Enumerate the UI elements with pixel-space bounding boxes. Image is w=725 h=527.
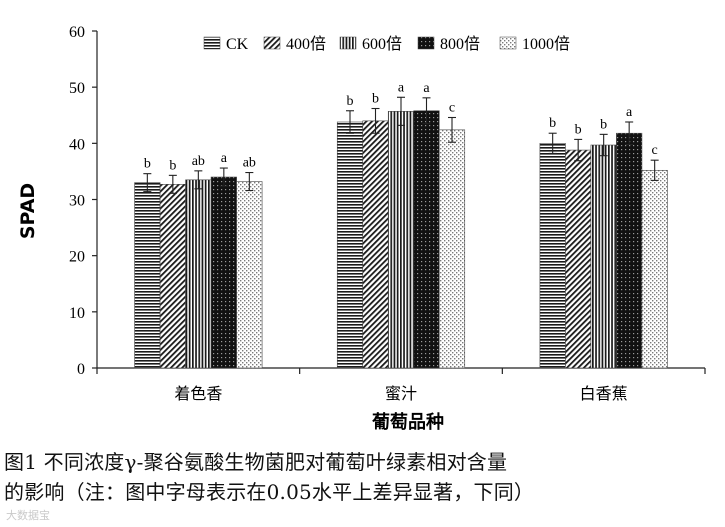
bar xyxy=(616,132,643,369)
legend-label: 600倍 xyxy=(362,35,402,53)
x-tick-label: 着色香 xyxy=(174,384,222,403)
bar xyxy=(539,143,566,369)
significance-letter: b xyxy=(169,158,176,173)
significance-letter: c xyxy=(652,143,658,158)
bars: b b ab a abb ba acb b bac xyxy=(134,80,668,369)
significance-letter: a xyxy=(221,151,228,166)
significance-letter: b xyxy=(600,117,607,132)
legend-swatch xyxy=(339,36,357,50)
caption-line-2: 的影响（注：图中字母表示在0.05水平上差异显著，下同） xyxy=(4,480,535,504)
significance-letter: b xyxy=(372,92,379,107)
x-axis-label: 葡萄品种 xyxy=(371,411,444,433)
legend-label: 400倍 xyxy=(286,35,326,53)
y-tick-label: 40 xyxy=(69,136,85,153)
bar xyxy=(336,121,364,369)
y-axis-label: SPAD xyxy=(17,183,39,239)
y-tick-label: 10 xyxy=(69,305,85,322)
bar xyxy=(362,120,389,369)
legend-swatch xyxy=(203,36,221,50)
bar xyxy=(413,110,440,369)
significance-letter: a xyxy=(423,81,430,96)
x-tick-label: 白香蕉 xyxy=(580,384,628,403)
significance-letter: b xyxy=(575,122,582,137)
axes: 0 10 20 30 40 50 60 着色香 蜜汁 白香蕉 xyxy=(69,24,706,403)
bar xyxy=(159,184,186,369)
legend: CK 400倍 600倍 800倍 1000倍 xyxy=(203,35,570,53)
y-tick-label: 60 xyxy=(69,24,85,41)
bar xyxy=(590,144,617,369)
bar xyxy=(387,111,415,369)
significance-letter: b xyxy=(144,157,151,172)
bar xyxy=(641,169,668,369)
bar xyxy=(185,179,212,369)
significance-letter: ab xyxy=(192,154,205,169)
bar xyxy=(236,181,263,369)
caption-line-1: 图1 不同浓度γ-聚谷氨酸生物菌肥对葡萄叶绿素相对含量 xyxy=(4,450,508,474)
bar xyxy=(134,182,161,369)
bar xyxy=(210,176,237,369)
legend-swatch xyxy=(499,36,517,50)
significance-letter: c xyxy=(449,100,455,115)
significance-letter: ab xyxy=(243,156,256,171)
y-tick-label: 30 xyxy=(69,193,85,210)
watermark: 大数据宝 xyxy=(6,509,50,522)
legend-swatch xyxy=(417,36,435,50)
legend-swatch xyxy=(263,36,281,50)
y-tick-label: 0 xyxy=(77,361,85,378)
significance-letter: b xyxy=(347,94,354,109)
significance-letter: b xyxy=(549,116,556,131)
significance-letter: a xyxy=(626,105,633,120)
figure-caption: 图1 不同浓度γ-聚谷氨酸生物菌肥对葡萄叶绿素相对含量 的影响（注：图中字母表示… xyxy=(4,447,720,507)
significance-letter: a xyxy=(398,80,405,95)
legend-label: 1000倍 xyxy=(522,35,570,53)
x-tick-label: 蜜汁 xyxy=(385,384,417,403)
y-tick-label: 20 xyxy=(69,249,85,266)
y-tick-label: 50 xyxy=(69,80,85,97)
legend-label: 800倍 xyxy=(440,35,480,53)
bar xyxy=(438,129,466,369)
bar xyxy=(565,149,592,369)
legend-label: CK xyxy=(226,36,249,53)
